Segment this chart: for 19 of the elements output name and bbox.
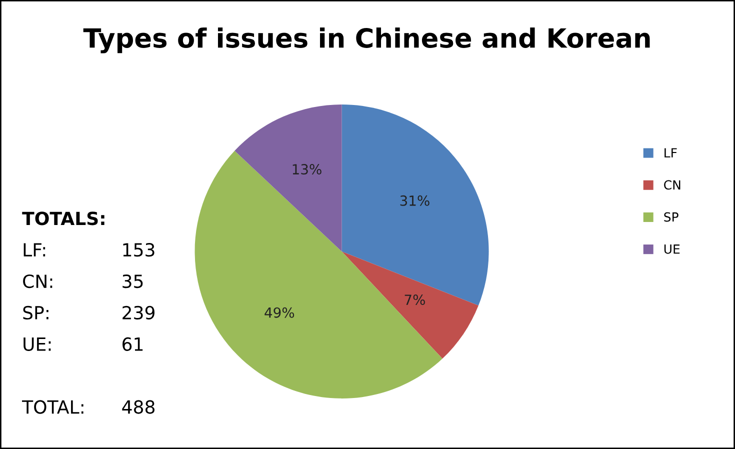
text: TOTAL: 488 bbox=[22, 400, 154, 414]
text: LF: 153 bbox=[24, 243, 154, 257]
pie-slice bbox=[342, 251, 478, 359]
legend-label: UE bbox=[664, 244, 680, 254]
text: TOTALS: bbox=[22, 212, 104, 226]
pie-slice bbox=[342, 104, 489, 306]
legend-label: SP bbox=[664, 212, 678, 222]
data-label: 7% bbox=[404, 294, 425, 306]
pie-slice bbox=[194, 150, 442, 398]
legend-label: LF bbox=[664, 148, 677, 158]
pie-slice bbox=[234, 104, 342, 252]
data-label: 31% bbox=[400, 195, 430, 206]
data-label: 49% bbox=[264, 307, 294, 318]
data-label: 13% bbox=[292, 164, 322, 175]
text: CN: 35 bbox=[23, 274, 143, 288]
chart-title: Types of issues in Chinese and Korean bbox=[83, 28, 650, 54]
legend-label: CN bbox=[664, 180, 680, 190]
text: UE: 61 bbox=[24, 337, 143, 351]
text: SP: 239 bbox=[23, 306, 154, 320]
